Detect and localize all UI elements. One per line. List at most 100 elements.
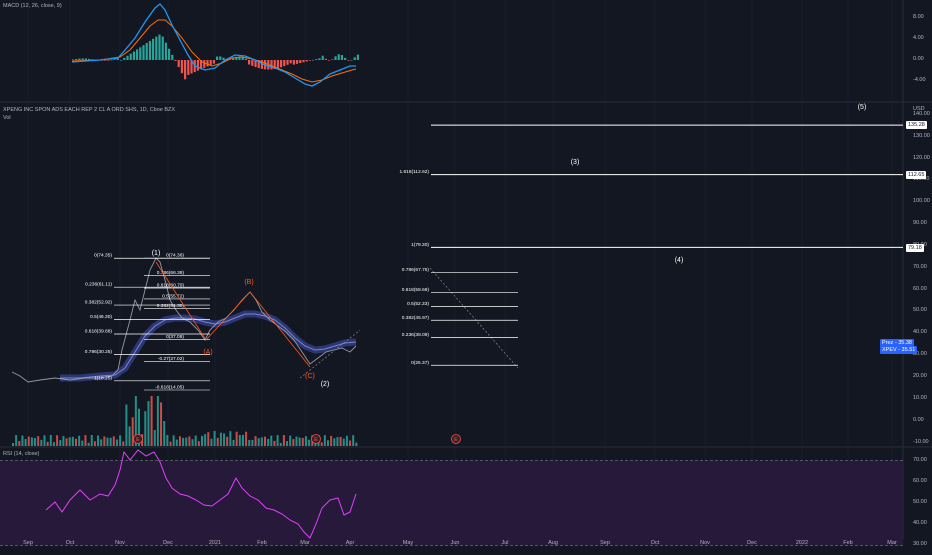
volume-bar <box>345 435 348 446</box>
x-axis-label: Jun <box>451 540 460 546</box>
macd-histogram-bar <box>238 56 241 60</box>
volume-bar <box>30 437 33 446</box>
rsi-axis-tick: 60.00 <box>913 477 927 484</box>
rsi-axis-tick: 70.00 <box>913 456 927 463</box>
macd-histogram-bar <box>257 60 260 69</box>
macd-histogram-bar <box>283 60 286 67</box>
price-tag: Prez - 35.38 <box>880 339 914 348</box>
macd-histogram-bar <box>302 60 305 63</box>
fib-left-label-2: 0(74.36) <box>166 253 184 259</box>
volume-bar <box>223 433 226 446</box>
volume-bar <box>194 435 197 446</box>
volume-bar <box>78 435 81 446</box>
volume-bar <box>138 408 140 446</box>
fib-right-label: 0.382(45.97) <box>402 315 430 321</box>
price-axis-tick: 110.00 <box>913 176 930 183</box>
volume-bar <box>201 435 203 446</box>
volume-bar <box>323 435 326 446</box>
volume-bar <box>219 432 222 446</box>
price-title: XPENG INC SPON ADS EACH REP 2 CL A ORD S… <box>3 107 176 113</box>
wave-abc-path <box>155 261 311 368</box>
macd-histogram-bar <box>161 36 164 60</box>
volume-bar <box>188 436 191 446</box>
macd-histogram-bar <box>190 60 193 74</box>
volume-bar <box>160 402 163 446</box>
macd-histogram-bar <box>216 56 219 60</box>
macd-histogram-bar <box>347 60 350 61</box>
macd-histogram-bar <box>318 58 321 60</box>
volume-bar <box>93 441 96 446</box>
volume-bar <box>342 438 345 446</box>
macd-histogram-bar <box>324 58 327 60</box>
volume-bar <box>169 441 172 446</box>
macd-histogram-bar <box>126 55 129 60</box>
macd-title: MACD (12, 26, close, 9) <box>3 3 62 9</box>
x-axis-label: Dec <box>163 540 173 546</box>
earnings-marker <box>133 434 143 444</box>
macd-histogram-bar <box>158 34 161 60</box>
macd-histogram-bar <box>241 57 244 60</box>
volume-bar <box>301 437 304 446</box>
volume-bar <box>134 396 137 446</box>
macd-histogram-bar <box>171 54 174 60</box>
volume-bar <box>339 436 342 446</box>
x-axis-label: Oct <box>66 540 75 546</box>
price-axis-tick: 60.00 <box>913 285 927 292</box>
volume-bar <box>84 435 87 446</box>
macd-histogram-bar <box>81 58 84 60</box>
moving-average-band <box>60 310 357 382</box>
macd-histogram-bar <box>206 60 209 67</box>
macd-histogram-bar <box>110 59 113 61</box>
macd-line <box>71 3 356 87</box>
price-tag: XPEV - 35.51 <box>880 345 918 354</box>
volume-bar <box>257 438 260 446</box>
volume-bar <box>65 438 68 446</box>
volume-bar <box>232 439 235 446</box>
macd-axis-tick: 8.00 <box>913 13 924 20</box>
volume-bar <box>175 439 178 446</box>
macd-histogram-bar <box>180 60 183 74</box>
x-axis-label: Jul <box>501 540 508 546</box>
x-axis-label: May <box>403 540 414 546</box>
volume-bar <box>267 438 270 446</box>
volume-bar <box>270 435 273 446</box>
volume-bar <box>49 435 52 446</box>
volume-bar <box>245 431 248 446</box>
volume-bar <box>349 440 352 446</box>
price-axis-tick: 130.00 <box>913 132 930 139</box>
volume-bar <box>172 435 175 446</box>
macd-histogram-bar <box>244 58 247 60</box>
wave-label: (4) <box>675 257 684 264</box>
volume-bar <box>37 436 40 446</box>
volume-bar <box>352 435 355 446</box>
volume-bar <box>320 442 323 446</box>
price-axis-tick: 20.00 <box>913 373 927 379</box>
volume-bar <box>119 435 122 446</box>
volume-bar <box>90 435 93 446</box>
rsi-axis-tick: 40.00 <box>913 520 927 527</box>
macd-axis-tick: 0.00 <box>913 56 924 62</box>
wave-label: (B) <box>244 279 253 286</box>
price-axis-tick: -10.00 <box>913 438 929 445</box>
macd-histogram-bar <box>251 60 254 66</box>
earnings-marker <box>311 434 321 444</box>
price-axis-tick: 40.00 <box>913 329 927 336</box>
macd-histogram-bar <box>123 57 126 60</box>
volume-bar <box>21 435 24 446</box>
volume-bar <box>207 432 210 446</box>
volume-bar <box>251 439 254 446</box>
volume-bar <box>71 436 74 446</box>
volume-bar <box>260 437 263 446</box>
volume-bar <box>336 437 339 446</box>
fib-left-label-2: -0.618(14.05) <box>155 385 184 391</box>
macd-histogram-bar <box>132 51 135 60</box>
macd-histogram-bar <box>321 55 324 60</box>
macd-histogram-bar <box>91 59 94 60</box>
volume-bar <box>12 443 14 446</box>
macd-histogram-bar <box>289 60 292 64</box>
macd-histogram-bar <box>350 59 353 61</box>
volume-bar <box>289 435 292 446</box>
price-axis-tick: 10.00 <box>913 394 927 401</box>
volume-bar <box>43 435 46 446</box>
